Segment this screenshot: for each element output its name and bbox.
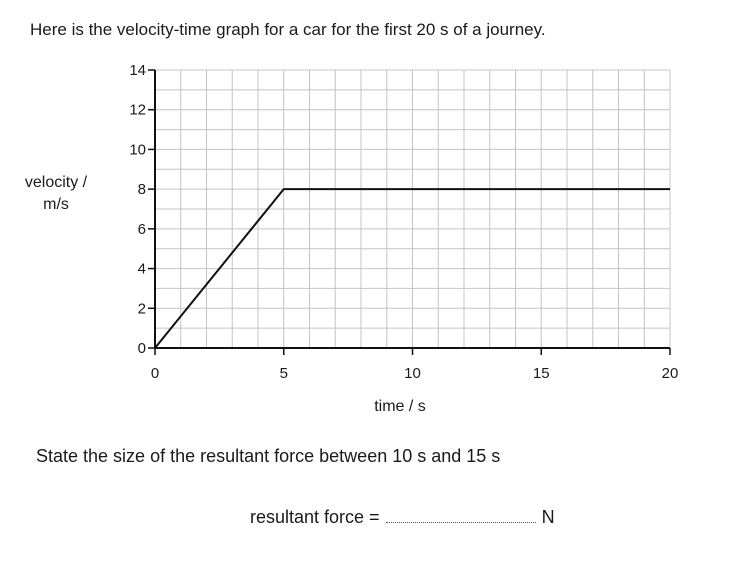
chart-grid <box>154 69 671 349</box>
x-tick-label: 5 <box>280 365 288 382</box>
x-tick-label: 10 <box>404 365 421 382</box>
y-tick-label: 8 <box>138 181 146 198</box>
x-axis-label: time / s <box>374 398 426 415</box>
answer-input-blank[interactable] <box>385 506 536 523</box>
question-text: State the size of the resultant force be… <box>36 446 501 466</box>
chart-ticks: 0 2 4 6 8 10 12 14 0 5 10 15 20 <box>129 62 678 382</box>
y-tick-label: 2 <box>138 300 146 317</box>
y-tick-label: 4 <box>138 261 146 278</box>
answer-line: resultant force = N <box>250 506 555 528</box>
x-tick-label: 20 <box>662 365 679 382</box>
y-tick-label: 6 <box>138 221 146 238</box>
x-tick-label: 15 <box>533 365 550 382</box>
answer-unit: N <box>541 507 555 527</box>
y-tick-label: 0 <box>138 340 146 357</box>
x-tick-label: 0 <box>151 365 159 382</box>
y-axis-label: velocity / m/s <box>24 174 88 213</box>
series-line-velocity <box>154 188 670 349</box>
answer-label: resultant force = <box>250 507 380 527</box>
chart-series <box>154 188 670 349</box>
y-tick-label: 14 <box>129 62 146 79</box>
intro-text: Here is the velocity-time graph for a ca… <box>30 20 546 39</box>
y-tick-label: 10 <box>129 141 146 158</box>
y-tick-label: 12 <box>129 102 146 119</box>
